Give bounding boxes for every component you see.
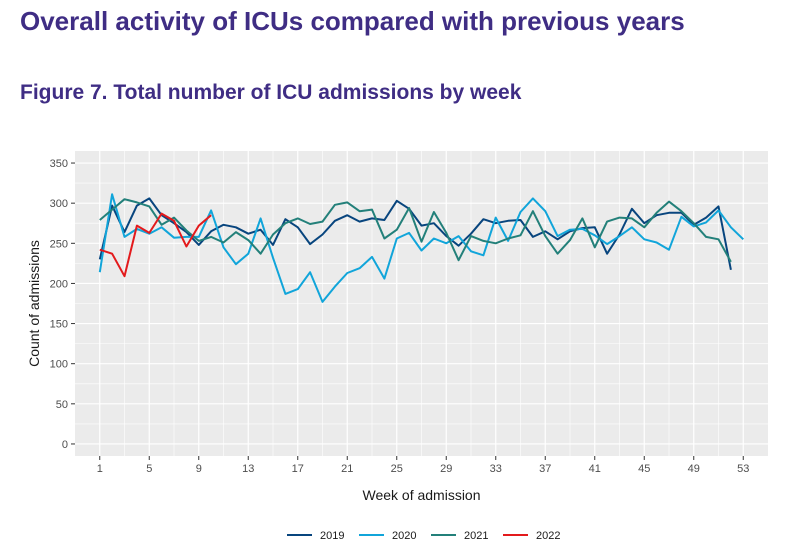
minor-gridlines (75, 151, 768, 456)
x-tick-label: 29 (440, 463, 452, 475)
y-tick-label: 50 (56, 399, 68, 411)
series-lines (98, 193, 744, 303)
y-axis-title: Count of admissions (26, 240, 42, 367)
legend-label-2019: 2019 (320, 530, 344, 542)
x-tick-label: 9 (196, 463, 202, 475)
y-axis-ticks (71, 162, 75, 445)
legend-item-2021: 2021 (431, 530, 488, 542)
x-tick-label: 21 (341, 463, 353, 475)
legend: 2019 2020 2021 2022 (287, 530, 560, 542)
series-line-2021 (99, 198, 732, 263)
x-tick-label: 17 (292, 463, 304, 475)
legend-item-2020: 2020 (359, 530, 416, 542)
x-axis-title: Week of admission (362, 487, 480, 503)
legend-item-2019: 2019 (287, 530, 344, 542)
page-heading: Overall activity of ICUs compared with p… (20, 6, 685, 36)
x-axis-tick-labels: 1 5 9 13 17 21 25 29 33 37 41 45 49 53 (97, 463, 750, 475)
figure-title: Figure 7. Total number of ICU admissions… (20, 81, 522, 104)
y-tick-label: 200 (50, 278, 68, 290)
y-axis-tick-labels: 0 50 100 150 200 250 300 350 (50, 158, 68, 451)
x-tick-label: 37 (539, 463, 551, 475)
legend-label-2021: 2021 (464, 530, 488, 542)
x-tick-label: 45 (638, 463, 650, 475)
y-tick-label: 300 (50, 198, 68, 210)
y-tick-label: 350 (50, 158, 68, 170)
x-tick-label: 41 (589, 463, 601, 475)
x-tick-label: 13 (242, 463, 254, 475)
y-tick-label: 150 (50, 319, 68, 331)
legend-label-2020: 2020 (392, 530, 416, 542)
x-tick-label: 49 (688, 463, 700, 475)
x-tick-label: 5 (146, 463, 152, 475)
x-tick-label: 33 (490, 463, 502, 475)
y-tick-label: 0 (62, 439, 68, 451)
legend-item-2022: 2022 (503, 530, 560, 542)
y-tick-label: 250 (50, 238, 68, 250)
x-axis-ticks (99, 456, 744, 460)
legend-label-2022: 2022 (536, 530, 560, 542)
x-tick-label: 1 (97, 463, 103, 475)
x-tick-label: 25 (391, 463, 403, 475)
y-tick-label: 100 (50, 359, 68, 371)
x-tick-label: 53 (737, 463, 749, 475)
series-line-2022 (99, 212, 212, 278)
